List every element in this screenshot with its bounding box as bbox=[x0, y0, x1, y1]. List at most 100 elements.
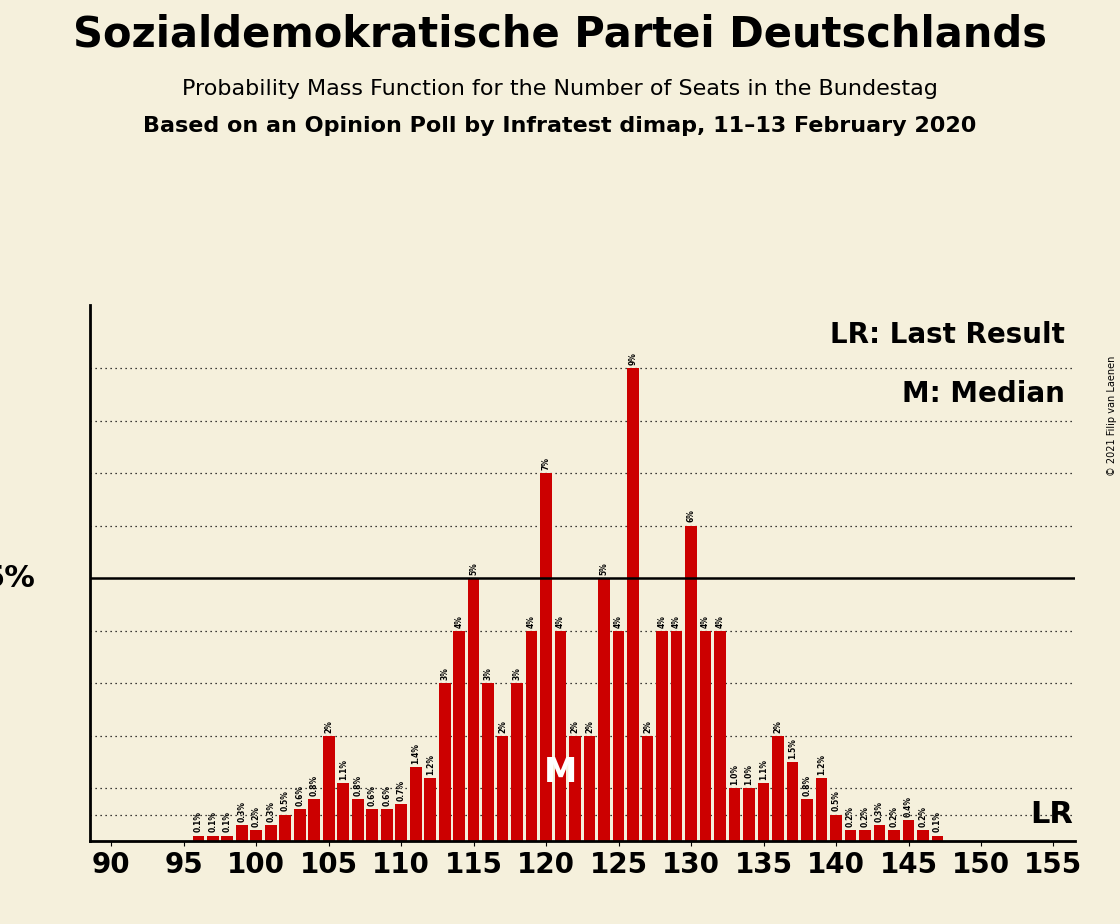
Text: 1.0%: 1.0% bbox=[745, 764, 754, 785]
Bar bbox=[454, 631, 465, 841]
Text: 6%: 6% bbox=[687, 509, 696, 522]
Text: 0.5%: 0.5% bbox=[831, 791, 840, 811]
Bar bbox=[874, 825, 885, 841]
Text: 0.3%: 0.3% bbox=[237, 801, 246, 822]
Bar bbox=[932, 835, 943, 841]
Bar bbox=[265, 825, 277, 841]
Text: 1.1%: 1.1% bbox=[759, 759, 768, 780]
Text: 2%: 2% bbox=[571, 720, 580, 733]
Text: 3%: 3% bbox=[440, 667, 449, 680]
Bar bbox=[815, 778, 828, 841]
Bar bbox=[758, 783, 769, 841]
Text: 0.6%: 0.6% bbox=[367, 785, 376, 806]
Text: 9%: 9% bbox=[628, 352, 637, 365]
Bar bbox=[613, 631, 625, 841]
Text: 4%: 4% bbox=[528, 614, 536, 627]
Text: 1.2%: 1.2% bbox=[818, 754, 827, 774]
Bar bbox=[598, 578, 610, 841]
Text: 4%: 4% bbox=[657, 614, 666, 627]
Bar bbox=[222, 835, 233, 841]
Text: 0.6%: 0.6% bbox=[382, 785, 391, 806]
Bar bbox=[569, 736, 581, 841]
Text: 0.6%: 0.6% bbox=[296, 785, 305, 806]
Bar bbox=[540, 473, 552, 841]
Text: 0.8%: 0.8% bbox=[803, 774, 812, 796]
Bar bbox=[744, 788, 755, 841]
Text: 1.1%: 1.1% bbox=[338, 759, 347, 780]
Text: 0.8%: 0.8% bbox=[310, 774, 319, 796]
Bar bbox=[627, 368, 638, 841]
Text: Probability Mass Function for the Number of Seats in the Bundestag: Probability Mass Function for the Number… bbox=[183, 79, 937, 99]
Bar bbox=[715, 631, 726, 841]
Text: 4%: 4% bbox=[614, 614, 623, 627]
Bar bbox=[888, 831, 899, 841]
Text: 3%: 3% bbox=[513, 667, 522, 680]
Bar bbox=[642, 736, 653, 841]
Bar bbox=[323, 736, 335, 841]
Text: 0.7%: 0.7% bbox=[396, 780, 405, 801]
Bar bbox=[439, 683, 450, 841]
Bar bbox=[685, 526, 697, 841]
Text: 4%: 4% bbox=[716, 614, 725, 627]
Text: 3%: 3% bbox=[484, 667, 493, 680]
Text: 5%: 5% bbox=[0, 564, 36, 592]
Text: Based on an Opinion Poll by Infratest dimap, 11–13 February 2020: Based on an Opinion Poll by Infratest di… bbox=[143, 116, 977, 136]
Text: M: M bbox=[544, 756, 577, 789]
Bar bbox=[729, 788, 740, 841]
Bar bbox=[526, 631, 538, 841]
Text: 0.2%: 0.2% bbox=[252, 806, 261, 827]
Text: 0.1%: 0.1% bbox=[223, 811, 232, 833]
Text: 4%: 4% bbox=[455, 614, 464, 627]
Bar bbox=[512, 683, 523, 841]
Bar bbox=[497, 736, 508, 841]
Bar bbox=[207, 835, 218, 841]
Text: 2%: 2% bbox=[498, 720, 507, 733]
Bar bbox=[468, 578, 479, 841]
Text: 1.2%: 1.2% bbox=[426, 754, 435, 774]
Text: 0.2%: 0.2% bbox=[918, 806, 927, 827]
Text: 0.3%: 0.3% bbox=[875, 801, 884, 822]
Bar bbox=[366, 809, 379, 841]
Bar bbox=[308, 799, 320, 841]
Text: 1.0%: 1.0% bbox=[730, 764, 739, 785]
Text: 2%: 2% bbox=[585, 720, 594, 733]
Bar bbox=[903, 820, 914, 841]
Text: 2%: 2% bbox=[643, 720, 652, 733]
Text: 0.1%: 0.1% bbox=[194, 811, 203, 833]
Bar bbox=[424, 778, 436, 841]
Bar bbox=[251, 831, 262, 841]
Text: 0.4%: 0.4% bbox=[904, 796, 913, 817]
Text: 0.2%: 0.2% bbox=[889, 806, 898, 827]
Bar bbox=[337, 783, 349, 841]
Bar bbox=[483, 683, 494, 841]
Text: 0.2%: 0.2% bbox=[846, 806, 855, 827]
Text: 0.3%: 0.3% bbox=[267, 801, 276, 822]
Text: 7%: 7% bbox=[542, 456, 551, 470]
Text: 0.5%: 0.5% bbox=[281, 791, 290, 811]
Text: Sozialdemokratische Partei Deutschlands: Sozialdemokratische Partei Deutschlands bbox=[73, 14, 1047, 55]
Text: 5%: 5% bbox=[469, 562, 478, 575]
Text: 0.8%: 0.8% bbox=[353, 774, 362, 796]
Bar bbox=[381, 809, 392, 841]
Bar bbox=[859, 831, 871, 841]
Text: LR: Last Result: LR: Last Result bbox=[830, 321, 1065, 349]
Bar bbox=[410, 767, 421, 841]
Text: LR: LR bbox=[1030, 800, 1073, 829]
Bar bbox=[280, 815, 291, 841]
Bar bbox=[773, 736, 784, 841]
Text: 0.1%: 0.1% bbox=[208, 811, 217, 833]
Bar bbox=[671, 631, 682, 841]
Bar bbox=[293, 809, 306, 841]
Bar bbox=[554, 631, 567, 841]
Bar bbox=[700, 631, 711, 841]
Text: 4%: 4% bbox=[701, 614, 710, 627]
Bar bbox=[830, 815, 842, 841]
Text: 2%: 2% bbox=[774, 720, 783, 733]
Bar bbox=[395, 804, 407, 841]
Bar bbox=[656, 631, 668, 841]
Text: 2%: 2% bbox=[325, 720, 334, 733]
Bar bbox=[844, 831, 857, 841]
Text: 1.4%: 1.4% bbox=[411, 743, 420, 764]
Bar bbox=[352, 799, 364, 841]
Text: M: Median: M: Median bbox=[903, 380, 1065, 408]
